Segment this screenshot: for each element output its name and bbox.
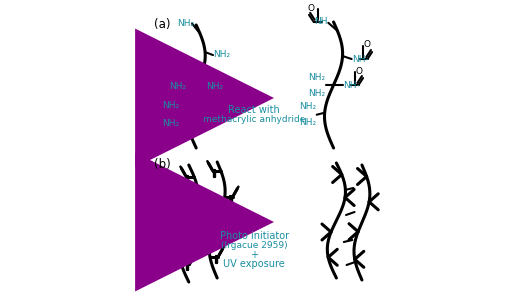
Text: NH₂: NH₂ — [162, 101, 179, 110]
Text: (a): (a) — [154, 18, 170, 31]
Text: O: O — [307, 4, 315, 13]
Text: NH: NH — [314, 17, 328, 26]
Text: +: + — [250, 250, 258, 260]
Text: NH₂: NH₂ — [213, 50, 231, 59]
Text: NH₂: NH₂ — [308, 73, 325, 82]
Text: NH₂: NH₂ — [299, 102, 316, 111]
Text: NH₂: NH₂ — [308, 88, 325, 98]
Text: NH-: NH- — [352, 55, 369, 63]
Text: NH₂: NH₂ — [177, 19, 195, 28]
Text: UV exposure: UV exposure — [223, 259, 285, 269]
Text: (Irgacue 2959): (Irgacue 2959) — [221, 242, 287, 250]
Text: (b): (b) — [154, 158, 170, 171]
Text: O: O — [363, 40, 371, 49]
Text: O: O — [355, 66, 362, 76]
Text: NH-: NH- — [343, 81, 360, 89]
Text: methacrylic anhydride: methacrylic anhydride — [203, 115, 305, 124]
Text: React with: React with — [228, 105, 280, 115]
Text: Photo initiator: Photo initiator — [220, 231, 289, 241]
Text: NH₂: NH₂ — [162, 119, 179, 128]
Text: NH₂: NH₂ — [206, 82, 223, 91]
Text: NH₂: NH₂ — [299, 118, 316, 127]
Text: NH₂: NH₂ — [169, 82, 187, 91]
